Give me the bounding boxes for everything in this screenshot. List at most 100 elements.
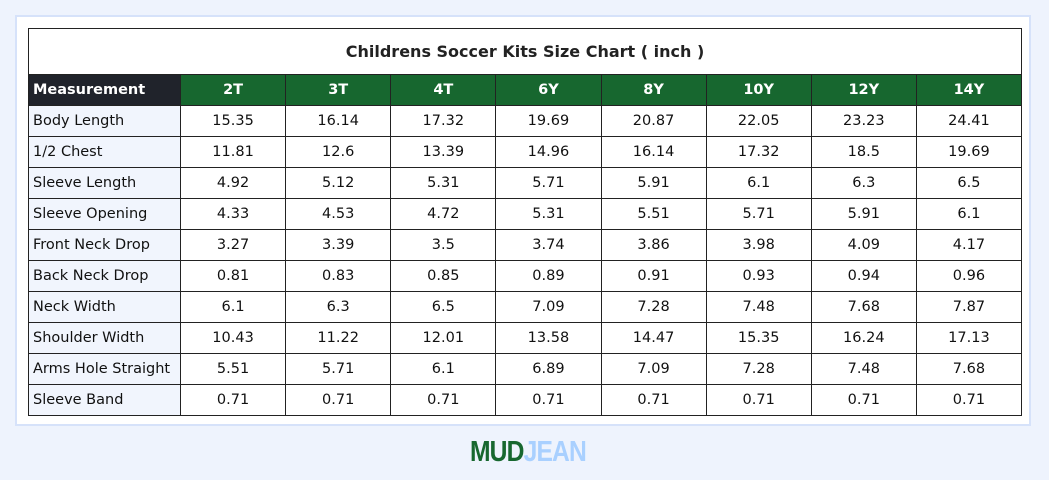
value-cell: 7.28 (705, 353, 812, 385)
value-cell: 7.09 (495, 291, 602, 323)
table-row: Sleeve Opening 4.33 4.53 4.72 5.31 5.51 5.71 5.… (28, 198, 1023, 230)
size-chart-table: Childrens Soccer Kits Size Chart ( inch … (28, 28, 1023, 416)
value-cell: 6.89 (495, 353, 602, 385)
measurement-cell: Body Length (28, 105, 181, 137)
value-cell: 7.48 (810, 353, 917, 385)
value-cell: 14.96 (495, 136, 602, 168)
value-cell: 5.51 (179, 353, 287, 385)
value-cell: 0.71 (705, 384, 812, 416)
value-cell: 7.48 (705, 291, 812, 323)
value-cell: 17.32 (705, 136, 812, 168)
value-cell: 11.22 (285, 322, 392, 354)
logo-part2: JEAN (523, 436, 587, 468)
value-cell: 0.71 (600, 384, 707, 416)
value-cell: 4.72 (390, 198, 497, 230)
value-cell: 3.27 (179, 229, 287, 261)
size-header: 6Y (495, 74, 602, 106)
value-cell: 3.39 (285, 229, 392, 261)
value-cell: 7.28 (600, 291, 707, 323)
value-cell: 12.6 (285, 136, 392, 168)
value-cell: 0.81 (179, 260, 287, 292)
measurement-cell: Front Neck Drop (28, 229, 181, 261)
value-cell: 0.89 (495, 260, 602, 292)
measurement-cell: Sleeve Opening (28, 198, 181, 230)
value-cell: 5.91 (600, 167, 707, 199)
value-cell: 22.05 (705, 105, 812, 137)
value-cell: 6.1 (915, 198, 1023, 230)
value-cell: 6.3 (810, 167, 917, 199)
value-cell: 0.71 (285, 384, 392, 416)
value-cell: 0.71 (915, 384, 1023, 416)
value-cell: 17.13 (915, 322, 1023, 354)
value-cell: 6.3 (285, 291, 392, 323)
value-cell: 4.17 (915, 229, 1023, 261)
measurement-cell: Shoulder Width (28, 322, 181, 354)
value-cell: 0.93 (705, 260, 812, 292)
value-cell: 5.71 (495, 167, 602, 199)
value-cell: 0.96 (915, 260, 1023, 292)
value-cell: 7.87 (915, 291, 1023, 323)
value-cell: 5.71 (705, 198, 812, 230)
value-cell: 6.5 (915, 167, 1023, 199)
header-row: Measurement 2T 3T 4T 6Y 8Y 10Y 12Y 14Y (28, 74, 1023, 106)
value-cell: 10.43 (179, 322, 287, 354)
value-cell: 0.91 (600, 260, 707, 292)
table-row: Arms Hole Straight 5.51 5.71 6.1 6.89 7.09 7.2… (28, 353, 1023, 385)
measurement-cell: Back Neck Drop (28, 260, 181, 292)
value-cell: 3.98 (705, 229, 812, 261)
value-cell: 0.71 (179, 384, 287, 416)
value-cell: 0.71 (495, 384, 602, 416)
value-cell: 4.09 (810, 229, 917, 261)
table-row: 1/2 Chest 11.81 12.6 13.39 14.96 16.14 17.32 18… (28, 136, 1023, 168)
value-cell: 5.12 (285, 167, 392, 199)
value-cell: 5.51 (600, 198, 707, 230)
value-cell: 4.33 (179, 198, 287, 230)
value-cell: 16.14 (600, 136, 707, 168)
value-cell: 6.1 (390, 353, 497, 385)
value-cell: 23.23 (810, 105, 917, 137)
table-title: Childrens Soccer Kits Size Chart ( inch … (28, 28, 1022, 75)
value-cell: 7.09 (600, 353, 707, 385)
value-cell: 20.87 (600, 105, 707, 137)
value-cell: 13.39 (390, 136, 497, 168)
table-row: Body Length 15.35 16.14 17.32 19.69 20.87 22.0… (28, 105, 1023, 137)
measurement-cell: Sleeve Length (28, 167, 181, 199)
size-header: 2T (179, 74, 287, 106)
value-cell: 5.31 (495, 198, 602, 230)
table-row: Front Neck Drop 3.27 3.39 3.5 3.74 3.86 3.98 4.… (28, 229, 1023, 261)
table-row: Back Neck Drop 0.81 0.83 0.85 0.89 0.91 0.93 0.… (28, 260, 1023, 292)
measurement-cell: Sleeve Band (28, 384, 181, 416)
mudjean-logo: MUDJEAN (470, 436, 587, 469)
measurement-cell: 1/2 Chest (28, 136, 181, 168)
value-cell: 5.31 (390, 167, 497, 199)
size-header: 12Y (810, 74, 917, 106)
value-cell: 19.69 (495, 105, 602, 137)
value-cell: 16.24 (810, 322, 917, 354)
measurement-header: Measurement (28, 74, 181, 106)
value-cell: 7.68 (810, 291, 917, 323)
value-cell: 0.85 (390, 260, 497, 292)
value-cell: 0.83 (285, 260, 392, 292)
value-cell: 4.53 (285, 198, 392, 230)
value-cell: 5.91 (810, 198, 917, 230)
value-cell: 5.71 (285, 353, 392, 385)
table-row: Neck Width 6.1 6.3 6.5 7.09 7.28 7.48 7.68 7.87 (28, 291, 1023, 323)
size-header: 3T (285, 74, 392, 106)
measurement-cell: Arms Hole Straight (28, 353, 181, 385)
value-cell: 3.74 (495, 229, 602, 261)
size-header: 4T (390, 74, 497, 106)
size-header: 10Y (705, 74, 812, 106)
value-cell: 4.92 (179, 167, 287, 199)
value-cell: 16.14 (285, 105, 392, 137)
value-cell: 7.68 (915, 353, 1023, 385)
value-cell: 15.35 (179, 105, 287, 137)
size-header: 8Y (600, 74, 707, 106)
value-cell: 17.32 (390, 105, 497, 137)
value-cell: 0.94 (810, 260, 917, 292)
value-cell: 12.01 (390, 322, 497, 354)
measurement-cell: Neck Width (28, 291, 181, 323)
value-cell: 15.35 (705, 322, 812, 354)
table-row: Shoulder Width 10.43 11.22 12.01 13.58 14.47 1… (28, 322, 1023, 354)
value-cell: 6.1 (705, 167, 812, 199)
value-cell: 18.5 (810, 136, 917, 168)
